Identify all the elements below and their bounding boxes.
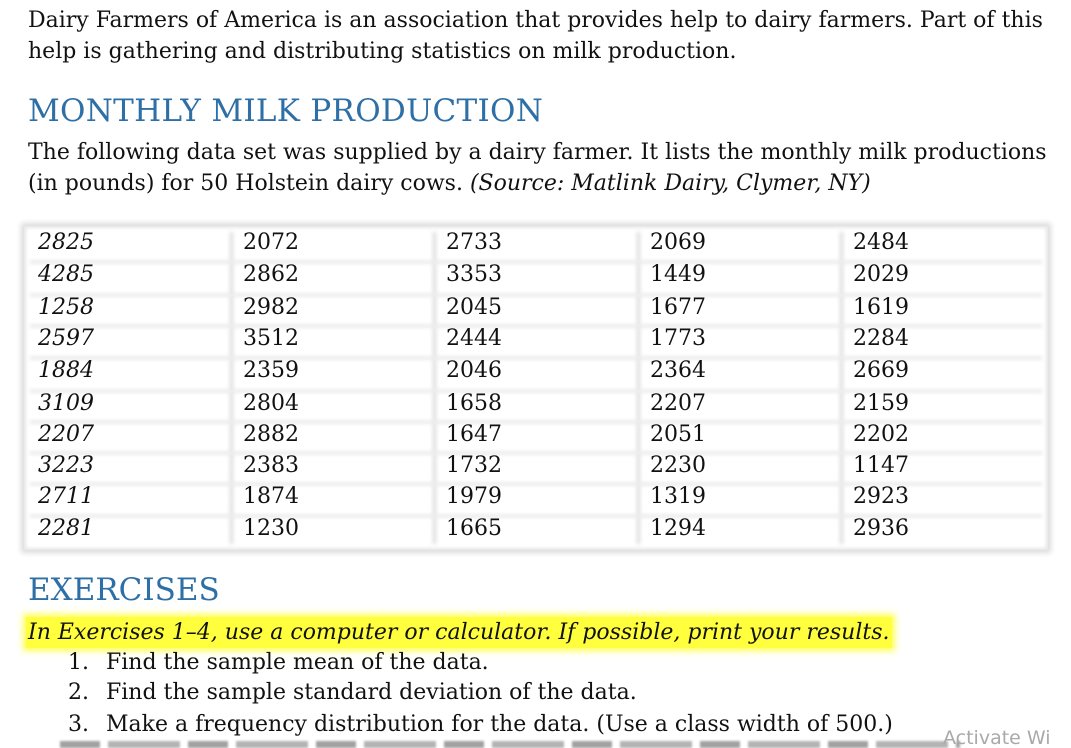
table-cell: 2444 (446, 326, 502, 351)
exercise-number: 2. (68, 680, 89, 705)
table-cell: 1658 (446, 391, 502, 416)
table-cell: 2029 (853, 262, 909, 287)
table-cell: 1258 (38, 295, 94, 320)
table-cell: 2045 (446, 295, 502, 320)
exercise-number: 1. (68, 650, 89, 675)
table-cell: 2159 (853, 391, 909, 416)
table-row-divider (30, 324, 1042, 328)
table-cell: 2825 (38, 230, 94, 255)
table-cell: 2207 (38, 422, 94, 447)
table-cell: 3223 (38, 453, 94, 478)
table-cell: 1732 (446, 453, 502, 478)
table-cell: 2711 (38, 484, 94, 509)
table-row-divider (30, 514, 1042, 518)
table-row-divider (30, 389, 1042, 393)
intro-line-1: Dairy Farmers of America is an associati… (28, 8, 1043, 33)
table-cell: 2982 (243, 295, 299, 320)
table-cell: 2862 (243, 262, 299, 287)
table-cell: 1147 (853, 453, 909, 478)
table-cell: 2072 (243, 230, 299, 255)
table-row-divider (30, 482, 1042, 486)
milk-production-table: 2825 2072 2733 2069 2484 4285 2862 3353 1449 2029… (24, 226, 1048, 550)
table-cell: 2207 (650, 391, 706, 416)
exercises-heading: EXERCISES (28, 572, 220, 608)
table-cell: 1230 (243, 516, 299, 541)
exercise-text: Find the sample mean of the data. (106, 650, 489, 675)
cut-off-text-line (60, 741, 960, 748)
table-cell: 1294 (650, 516, 706, 541)
table-cell: 3109 (38, 391, 94, 416)
description-paragraph: The following data set was supplied by a… (28, 137, 1047, 199)
table-cell: 2484 (853, 230, 909, 255)
table-column-divider (432, 232, 437, 544)
table-cell: 2359 (243, 358, 299, 383)
table-cell: 4285 (38, 262, 94, 287)
table-cell: 2230 (650, 453, 706, 478)
table-cell: 3512 (243, 326, 299, 351)
exercise-number: 3. (68, 712, 89, 737)
exercise-text: Find the sample standard deviation of th… (106, 680, 637, 705)
section-heading: MONTHLY MILK PRODUCTION (28, 93, 544, 129)
table-row-divider (30, 420, 1042, 424)
table-cell: 2923 (853, 484, 909, 509)
table-cell: 2069 (650, 230, 706, 255)
description-line-1: The following data set was supplied by a… (28, 140, 1047, 165)
table-cell: 2202 (853, 422, 909, 447)
table-cell: 3353 (446, 262, 502, 287)
table-row-divider (30, 356, 1042, 360)
table-cell: 2383 (243, 453, 299, 478)
source-citation: (Source: Matlink Dairy, Clymer, NY) (469, 171, 871, 196)
table-cell: 1449 (650, 262, 706, 287)
exercise-item: 1. Find the sample mean of the data. (68, 647, 489, 678)
table-cell: 1979 (446, 484, 502, 509)
table-column-divider (839, 232, 844, 544)
table-cell: 2669 (853, 358, 909, 383)
table-row-divider (30, 293, 1042, 297)
table-cell: 2051 (650, 422, 706, 447)
table-cell: 2936 (853, 516, 909, 541)
activate-windows-watermark: Activate Wi (943, 727, 1051, 748)
description-line-2: (in pounds) for 50 Holstein dairy cows. (28, 171, 470, 196)
table-cell: 2284 (853, 326, 909, 351)
table-column-divider (636, 232, 641, 544)
table-cell: 1619 (853, 295, 909, 320)
exercise-item: 3. Make a frequency distribution for the … (68, 709, 893, 740)
exercise-instruction-highlighted: In Exercises 1–4, use a computer or calc… (26, 617, 892, 648)
table-cell: 1647 (446, 422, 502, 447)
table-cell: 1319 (650, 484, 706, 509)
table-cell: 1884 (38, 358, 94, 383)
exercise-item: 2. Find the sample standard deviation of … (68, 677, 637, 708)
table-cell: 2281 (38, 516, 94, 541)
table-cell: 2046 (446, 358, 502, 383)
table-cell: 2882 (243, 422, 299, 447)
table-cell: 1773 (650, 326, 706, 351)
table-cell: 1874 (243, 484, 299, 509)
table-cell: 2804 (243, 391, 299, 416)
table-column-divider (229, 232, 234, 544)
intro-paragraph: Dairy Farmers of America is an associati… (28, 5, 1043, 67)
table-cell: 1665 (446, 516, 502, 541)
table-cell: 2364 (650, 358, 706, 383)
table-cell: 2733 (446, 230, 502, 255)
table-cell: 2597 (38, 326, 94, 351)
table-cell: 1677 (650, 295, 706, 320)
table-row-divider (30, 451, 1042, 455)
exercise-text: Make a frequency distribution for the da… (106, 712, 893, 737)
intro-line-2: help is gathering and distributing stati… (28, 39, 737, 64)
table-row-divider (30, 260, 1042, 264)
